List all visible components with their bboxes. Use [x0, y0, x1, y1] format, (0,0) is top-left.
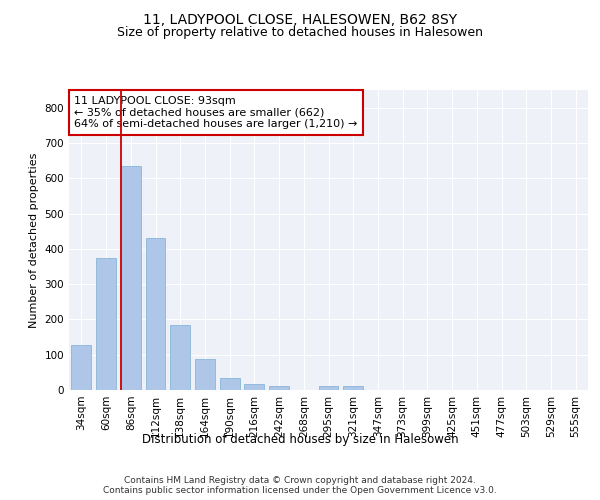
- Text: Contains HM Land Registry data © Crown copyright and database right 2024.
Contai: Contains HM Land Registry data © Crown c…: [103, 476, 497, 495]
- Bar: [195, 359, 215, 390]
- Text: Size of property relative to detached houses in Halesowen: Size of property relative to detached ho…: [117, 26, 483, 39]
- Bar: [220, 378, 239, 390]
- Bar: [269, 386, 289, 390]
- Bar: [146, 238, 166, 390]
- Bar: [121, 166, 140, 390]
- Bar: [71, 345, 91, 390]
- Text: 11, LADYPOOL CLOSE, HALESOWEN, B62 8SY: 11, LADYPOOL CLOSE, HALESOWEN, B62 8SY: [143, 12, 457, 26]
- Bar: [244, 384, 264, 390]
- Text: Distribution of detached houses by size in Halesowen: Distribution of detached houses by size …: [142, 432, 458, 446]
- Bar: [170, 326, 190, 390]
- Bar: [319, 386, 338, 390]
- Y-axis label: Number of detached properties: Number of detached properties: [29, 152, 39, 328]
- Bar: [96, 258, 116, 390]
- Bar: [343, 386, 363, 390]
- Text: 11 LADYPOOL CLOSE: 93sqm
← 35% of detached houses are smaller (662)
64% of semi-: 11 LADYPOOL CLOSE: 93sqm ← 35% of detach…: [74, 96, 358, 129]
